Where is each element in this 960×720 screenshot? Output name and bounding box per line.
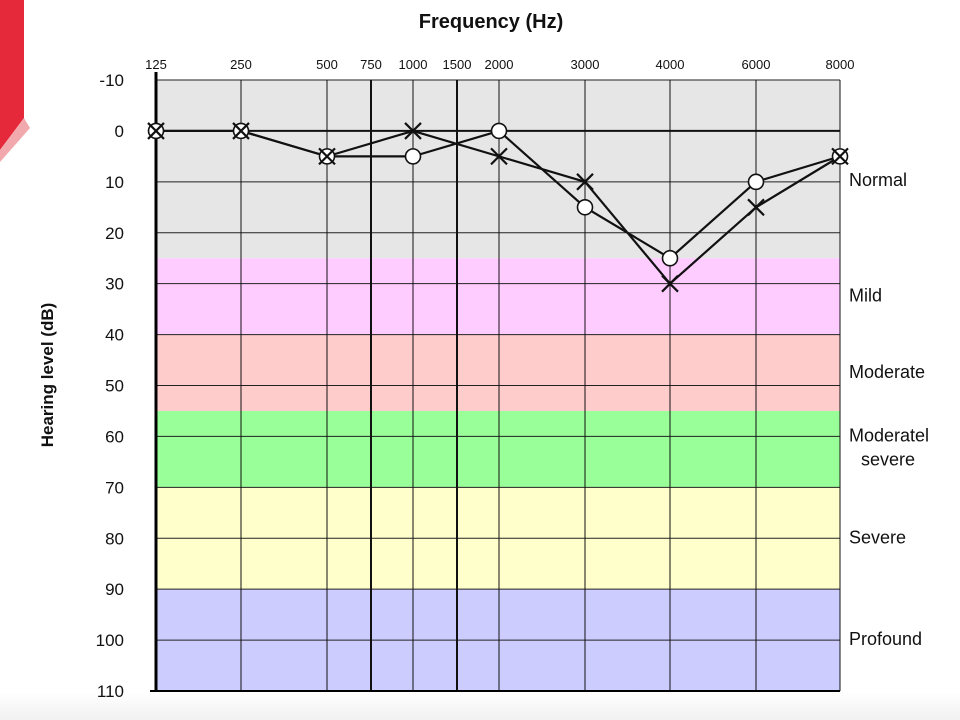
y-tick-label: 20 <box>105 224 124 243</box>
x-tick-label: 125 <box>145 57 167 72</box>
x-tick-label: 1500 <box>443 57 472 72</box>
band-label: Moderate <box>849 362 925 382</box>
x-tick-label: 4000 <box>656 57 685 72</box>
band-label: Mild <box>849 285 882 305</box>
series-1-point <box>404 122 422 140</box>
y-tick-label: 100 <box>96 631 124 650</box>
series-1-point <box>232 122 250 140</box>
chart-labels: Frequency (Hz) Hearing level (dB) 125 250 50… <box>38 11 929 701</box>
x-tick-label: 2000 <box>485 57 514 72</box>
band-2 <box>156 334 840 411</box>
y-tick-label: 0 <box>115 122 124 141</box>
severity-bands <box>156 80 840 691</box>
series-1-point <box>747 198 765 217</box>
x-tick-label: 250 <box>230 57 252 72</box>
chart-axes <box>150 72 840 692</box>
band-label: Normal <box>849 170 907 190</box>
y-tick-label: 40 <box>105 326 124 345</box>
series-0-point <box>404 148 422 165</box>
y-tick-label: 10 <box>105 173 124 192</box>
x-tick-label: 750 <box>360 57 382 72</box>
series-0-point <box>661 249 679 267</box>
series-1-point <box>318 147 336 166</box>
chart-series <box>147 122 849 293</box>
band-label: Profound <box>849 629 922 649</box>
band-1 <box>156 258 840 335</box>
series-1-point <box>661 274 679 293</box>
y-tick-label: 50 <box>105 377 124 396</box>
y-tick-label: 60 <box>105 427 124 446</box>
series-1-point <box>147 122 165 140</box>
x-tick-label: 1000 <box>399 57 428 72</box>
band-label: Severe <box>849 527 906 547</box>
y-axis-label: Hearing level (dB) <box>38 303 57 448</box>
band-0 <box>156 80 840 259</box>
band-3 <box>156 410 840 488</box>
y-tick-label: 30 <box>105 275 124 294</box>
x-tick-label: 3000 <box>571 57 600 72</box>
y-tick-label: 80 <box>105 529 124 548</box>
y-tick-label: 110 <box>97 682 124 701</box>
x-tick-label: 6000 <box>742 57 771 72</box>
series-0-point <box>490 122 508 140</box>
slide-accent-decoration <box>0 0 30 162</box>
x-tick-label: 8000 <box>826 57 855 72</box>
slide-bottom-shadow <box>0 692 960 720</box>
series-1-point <box>490 147 508 166</box>
chart-title: Frequency (Hz) <box>419 11 563 33</box>
y-tick-label: -10 <box>99 71 124 90</box>
chart-grid <box>155 79 841 692</box>
series-0-point <box>747 173 765 191</box>
x-tick-label: 500 <box>316 57 338 72</box>
series-1-point <box>576 173 594 191</box>
y-tick-label: 90 <box>105 580 124 599</box>
series-0-point <box>576 198 594 216</box>
band-label: Moderatel severe <box>849 426 929 470</box>
y-tick-label: 70 <box>105 478 124 497</box>
series-1-point <box>831 147 849 166</box>
